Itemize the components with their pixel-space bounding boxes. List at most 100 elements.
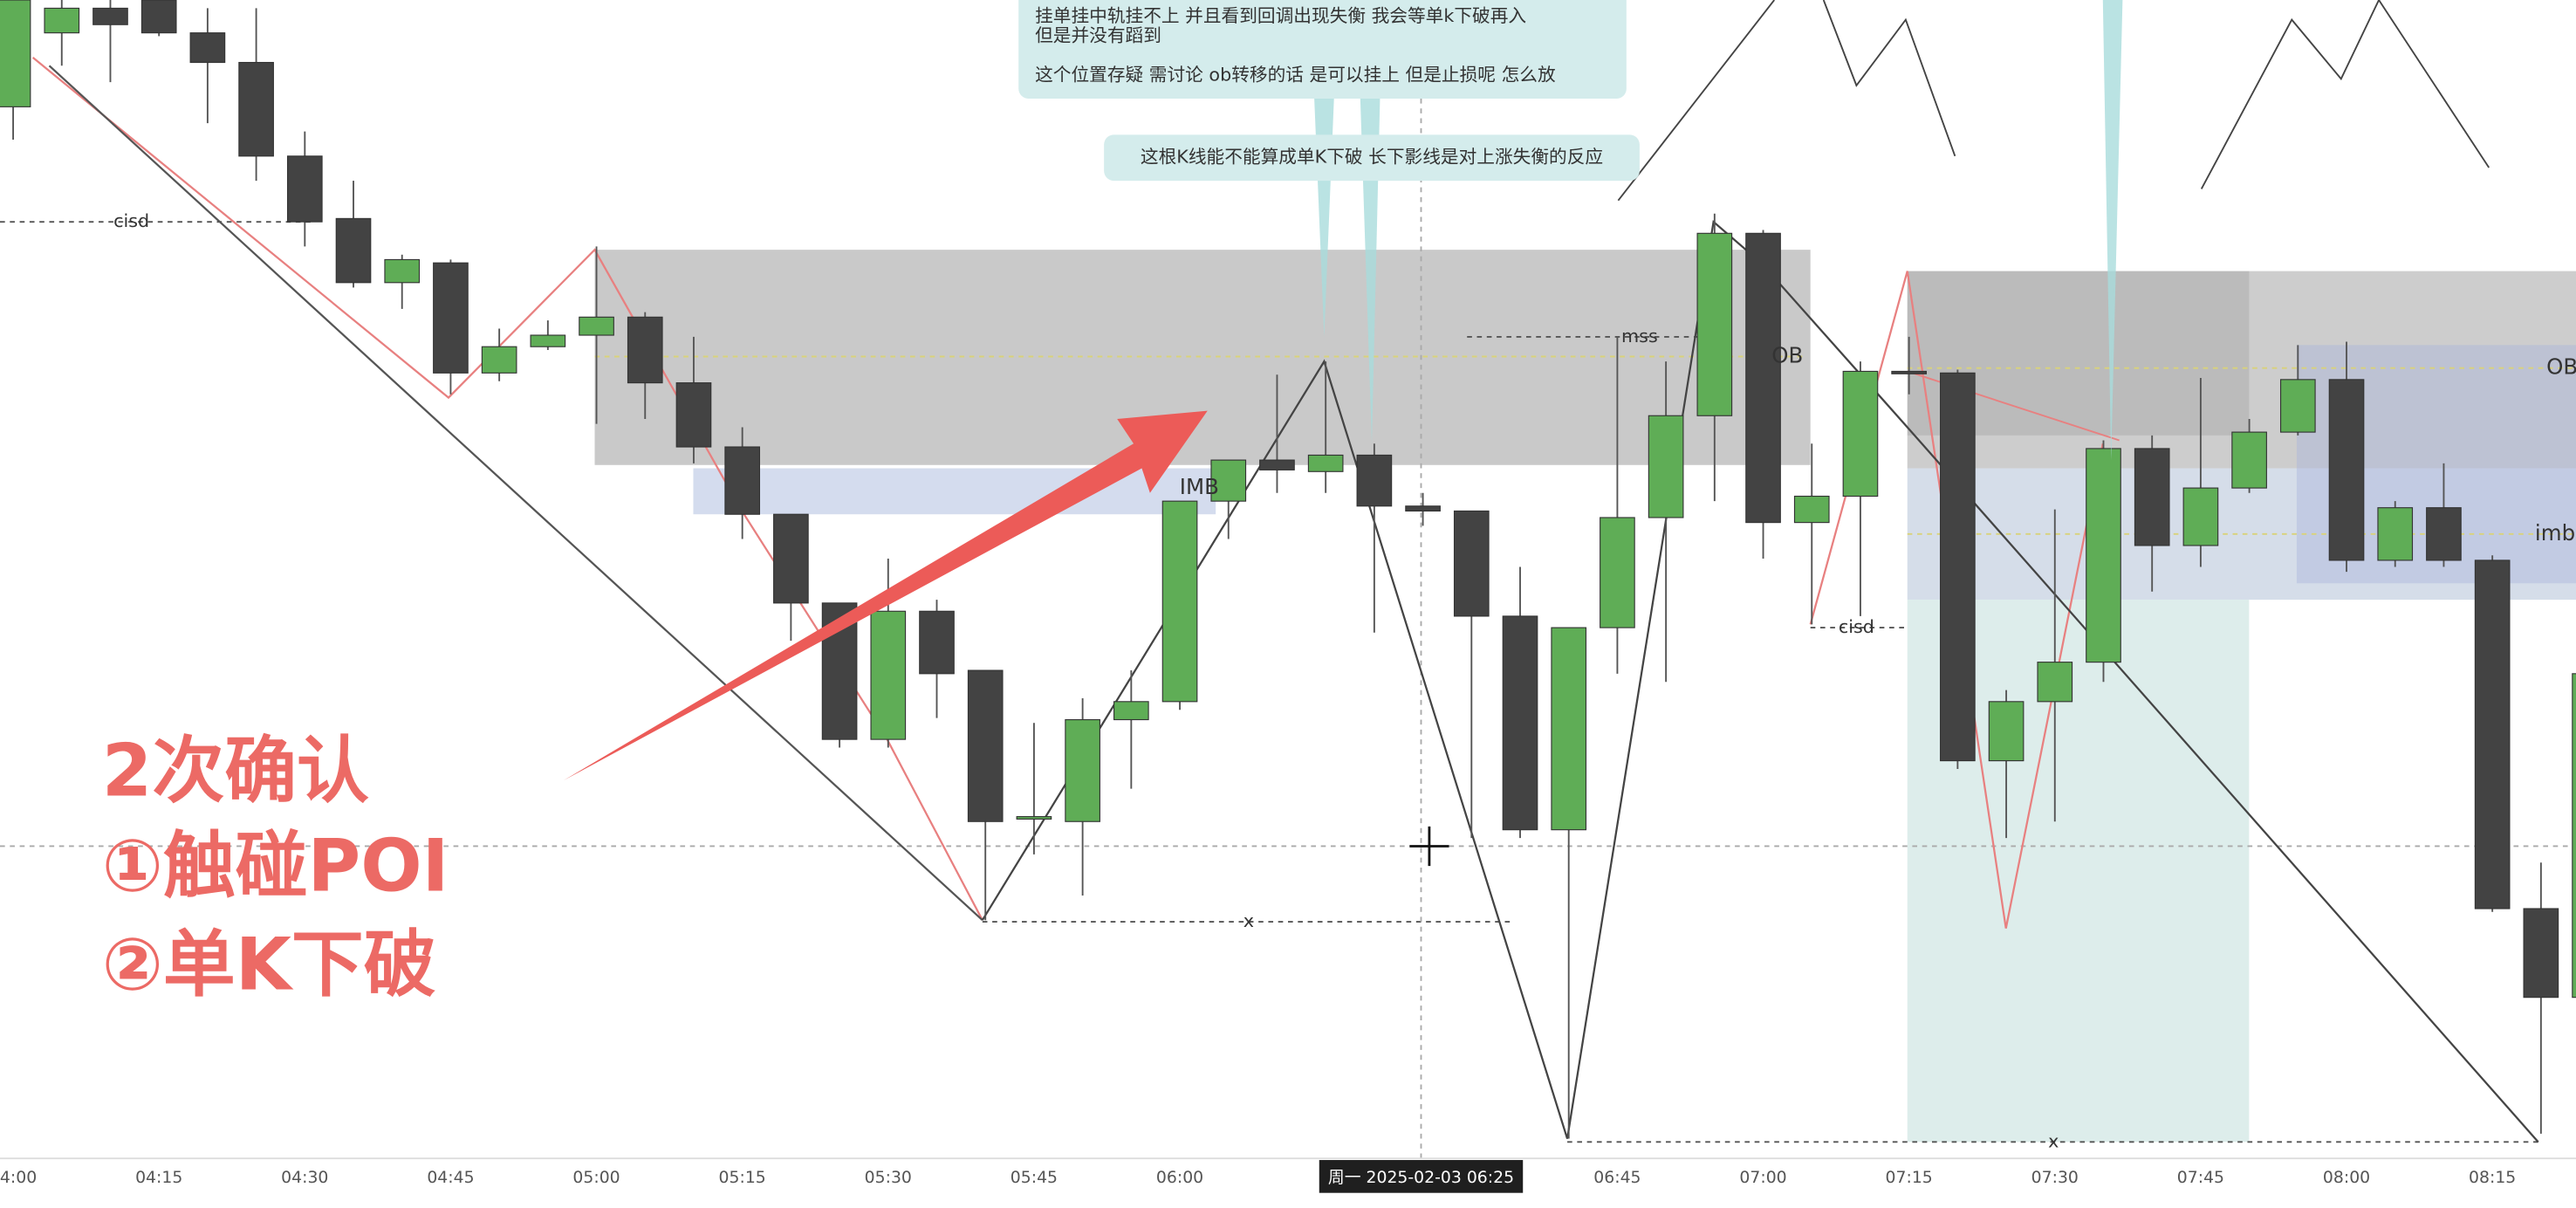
black-diagonal <box>48 65 983 922</box>
candle-body <box>724 446 761 515</box>
candle-body <box>1600 517 1635 628</box>
crosshair-tag <box>1319 1160 1524 1193</box>
candle-body <box>1551 627 1587 831</box>
candle-body <box>919 610 955 675</box>
big-note: ②单K下破 <box>102 923 436 1007</box>
imb-label: IMB <box>1180 474 1219 499</box>
x-tick-label: 04:30 <box>281 1169 328 1187</box>
callout-text: 这根K线能不能算成单K下破 长下影线是对上涨失衡的反应 <box>1141 147 1603 168</box>
ob-zone <box>594 250 1811 465</box>
candle-body <box>1453 510 1490 617</box>
imb-zone <box>693 468 1216 515</box>
candle-body <box>238 61 274 157</box>
candle-body <box>1210 459 1247 502</box>
candle-body <box>2572 673 2576 999</box>
callout-pointer <box>1360 98 1380 444</box>
candle-body <box>1891 370 1927 374</box>
x-tick-label: 06:45 <box>1593 1169 1641 1187</box>
x-tick-label: 08:00 <box>2323 1169 2370 1187</box>
candle-body <box>2426 507 2462 561</box>
candle-body <box>2279 379 2316 433</box>
x-tick-label: 07:00 <box>1739 1169 1786 1187</box>
candle-body <box>92 7 128 25</box>
candle-body <box>1940 372 1976 762</box>
x-tick-label: 07:15 <box>1886 1169 1933 1187</box>
m-shape-3 <box>2200 0 2490 189</box>
m-shape-2 <box>1822 0 1956 157</box>
candle-body <box>2474 559 2511 909</box>
candle-body <box>433 262 469 374</box>
candle-body <box>1259 459 1295 470</box>
candle-body <box>1648 415 1684 518</box>
candle-body <box>1113 701 1149 721</box>
candle-body <box>1842 370 1879 498</box>
candle-body <box>1307 454 1344 472</box>
levels <box>0 0 2576 1159</box>
x-tick-label: 05:30 <box>865 1169 912 1187</box>
x-ticks: 04:00 04:15 04:30 04:45 05:00 05:15 05:30 05:45… <box>0 1169 2516 1187</box>
x-tick-label: 08:15 <box>2469 1169 2516 1187</box>
candle-body <box>1161 500 1198 703</box>
candle-body <box>1793 495 1830 524</box>
candle-body <box>579 316 614 336</box>
candle-body <box>1745 232 1781 524</box>
x-tick-label: 04:15 <box>135 1169 182 1187</box>
x-tick-label: 04:45 <box>427 1169 474 1187</box>
callout-text: 挂单挂中轨挂不上 并且看到回调出现失衡 我会等单k下破再入 <box>1035 5 1526 26</box>
time-axis <box>0 1158 2576 1208</box>
candle-body <box>1988 701 2024 762</box>
candle-body <box>189 32 226 64</box>
candle-body <box>0 0 31 107</box>
candle-body <box>1502 615 1538 831</box>
candle-body <box>627 316 663 384</box>
candle-body <box>384 258 421 284</box>
arrow <box>563 410 1208 781</box>
x-tick-label: 05:45 <box>1011 1169 1058 1187</box>
candle-body <box>967 669 1004 822</box>
candle-body <box>335 217 372 284</box>
x-label: x <box>1243 910 1254 931</box>
candle-body <box>1405 505 1441 512</box>
candle-body <box>2037 662 2073 703</box>
candle-body <box>870 610 907 740</box>
x-tick-label: 07:30 <box>2031 1169 2079 1187</box>
candle-body <box>140 0 177 34</box>
ob-label: OB <box>2546 354 2576 380</box>
cisd-label: cisd <box>113 210 149 231</box>
candle-body <box>2182 487 2219 546</box>
callout-text: 这个位置存疑 需讨论 ob转移的话 是可以挂上 但是止损呢 怎么放 <box>1035 65 1556 86</box>
candle-body <box>44 7 80 34</box>
mss-label: mss <box>1621 326 1658 347</box>
x-tick-label: 04:00 <box>0 1169 37 1187</box>
red-zigzag <box>31 57 983 921</box>
candle-body <box>2086 448 2121 663</box>
big-note: 2次确认 <box>102 728 369 813</box>
imb-label: imb <box>2535 520 2575 546</box>
cisd-label: cisd <box>1839 616 1874 637</box>
x-tick-label: 06:00 <box>1156 1169 1203 1187</box>
candle-body <box>773 513 809 604</box>
candle-body <box>2523 908 2559 999</box>
callout-box <box>1018 0 1627 99</box>
m-shape-1 <box>1617 0 1776 202</box>
candle-body <box>1016 816 1052 820</box>
x-tick-label: 05:15 <box>719 1169 766 1187</box>
candle-body <box>1065 718 1100 822</box>
callout-box <box>1104 134 1640 182</box>
cursor <box>1409 826 1449 867</box>
candle-body <box>1356 454 1393 507</box>
candle-body <box>2328 379 2365 561</box>
black-zigzag <box>981 219 2539 1143</box>
candle-body <box>2377 507 2414 561</box>
candle-body <box>286 155 323 223</box>
candle-body <box>2231 431 2267 489</box>
ob-label: OB <box>1771 342 1803 367</box>
candle-body <box>481 346 517 374</box>
x-label: x <box>2048 1130 2059 1151</box>
x-tick-label: 05:00 <box>572 1169 620 1187</box>
crosshair-label: 周一 2025-02-03 06:25 <box>1328 1169 1514 1187</box>
candle-body <box>1696 232 1733 416</box>
big-note: ①触碰POI <box>102 824 449 909</box>
x-tick-label: 07:45 <box>2177 1169 2224 1187</box>
candle-body <box>2134 448 2170 546</box>
